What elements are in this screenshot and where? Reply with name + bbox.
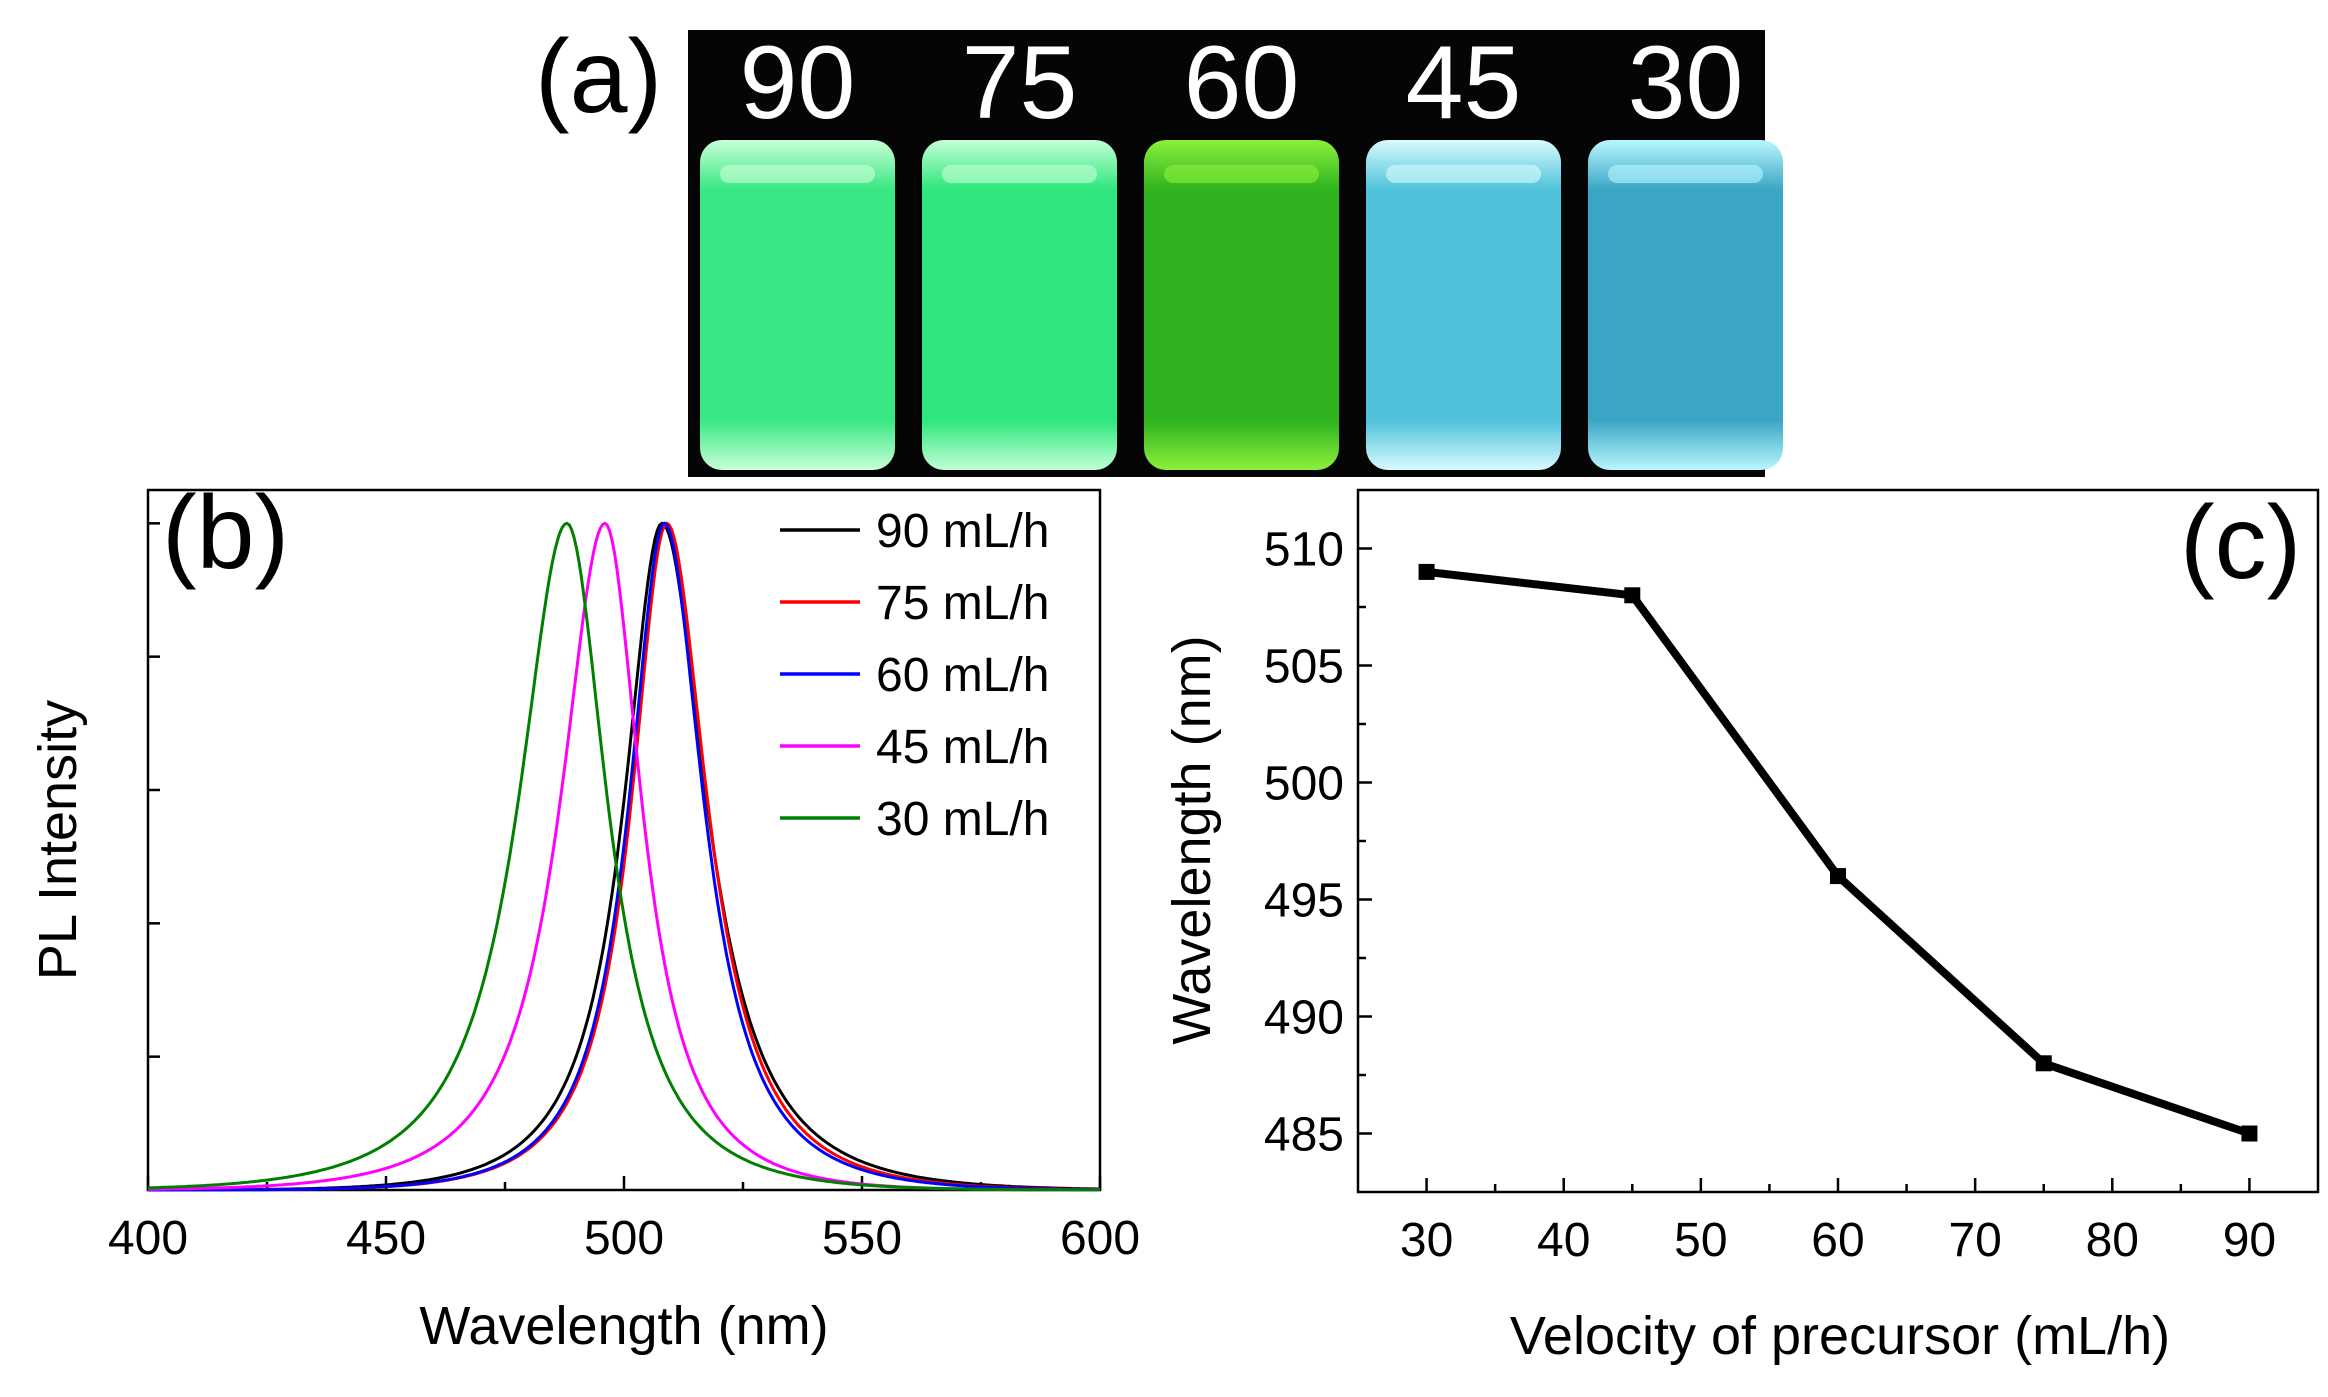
plot-frame-c: [1356, 488, 2320, 1194]
vial-label-30: 30: [1628, 25, 1744, 141]
panel-b-label: (b): [162, 475, 289, 591]
legend-label-60: 60 mL/h: [876, 649, 1049, 702]
legend-label-75: 75 mL/h: [876, 577, 1049, 630]
vial-label-75: 75: [962, 25, 1078, 141]
vial-label-90: 90: [740, 25, 856, 141]
x-ticks-c: 30 40 50 60 70 80 90: [1400, 1178, 2276, 1267]
y-ticks-b: [148, 522, 160, 1058]
vial-45: [1366, 140, 1561, 470]
vial-60: [1144, 140, 1339, 470]
vial-30: [1588, 140, 1783, 470]
x-tick-label-b: 500: [584, 1212, 664, 1265]
legend-b: 90 mL/h 75 mL/h 60 mL/h 45 mL/h 30 mL/h: [780, 505, 1049, 846]
x-tick-label-c: 40: [1537, 1214, 1590, 1267]
spectrum-line-60: [148, 521, 1100, 1192]
vial-90: [700, 140, 895, 470]
vial-highlight: [720, 165, 875, 183]
x-tick-label-b: 550: [822, 1212, 902, 1265]
data-point-60: [1830, 868, 1846, 885]
legend-label-30: 30 mL/h: [876, 793, 1049, 846]
panel-b-chart: 400 450 500 550 600 (b) Wavelength (nm) PL I…: [28, 475, 1140, 1356]
series-line: [1426, 567, 2251, 1138]
y-ticks-c: 485 490 495 500 505 510: [1264, 524, 1372, 1162]
vial-highlight: [1386, 165, 1541, 183]
x-ticks-b: 400 450 500 550 600: [108, 1176, 1140, 1265]
vial-highlight: [1608, 165, 1763, 183]
data-point-75: [2035, 1055, 2052, 1072]
legend-label-90: 90 mL/h: [876, 505, 1049, 558]
vial-75: [922, 140, 1117, 470]
data-point-90: [2241, 1125, 2258, 1142]
x-tick-label-c: 70: [1948, 1214, 2001, 1267]
vial-label-60: 60: [1184, 25, 1300, 141]
panel-c-label: (c): [2180, 485, 2301, 601]
panel-a-photo: (a) 90 75 60 45 30: [535, 19, 1783, 477]
x-tick-label-c: 30: [1400, 1214, 1453, 1267]
y-tick-label-c: 490: [1264, 992, 1344, 1045]
spectrum-line-30: [147, 521, 1100, 1192]
x-axis-title-b: Wavelength (nm): [419, 1296, 828, 1356]
y-tick-label-c: 495: [1264, 875, 1344, 928]
vials-group: 90 75 60 45 30: [700, 25, 1783, 470]
wavelength-series: [1418, 563, 2258, 1142]
legend-label-45: 45 mL/h: [876, 721, 1049, 774]
x-tick-label-b: 450: [346, 1212, 426, 1265]
x-tick-label-c: 90: [2223, 1214, 2276, 1267]
y-tick-label-c: 510: [1264, 524, 1344, 577]
panel-c-chart: 30 40 50 60 70 80 90 485 490 495 500 505 510 (c) Ve…: [1162, 485, 2320, 1366]
data-point-45: [1624, 587, 1641, 604]
y-tick-label-c: 505: [1264, 641, 1344, 694]
x-tick-label-c: 50: [1674, 1214, 1727, 1267]
vial-highlight: [1164, 165, 1319, 183]
x-tick-label-b: 600: [1060, 1212, 1140, 1265]
y-axis-title-b: PL Intensity: [28, 700, 88, 980]
panel-a-label: (a): [535, 19, 662, 135]
data-point-30: [1418, 563, 1435, 580]
vial-label-45: 45: [1406, 25, 1522, 141]
vial-highlight: [942, 165, 1097, 183]
y-tick-label-c: 485: [1264, 1109, 1344, 1162]
spectra-lines: [147, 521, 1100, 1192]
y-tick-label-c: 500: [1264, 758, 1344, 811]
x-axis-title-c: Velocity of precursor (mL/h): [1510, 1306, 2170, 1366]
y-axis-title-c: Wavelength (nm): [1162, 635, 1222, 1044]
x-tick-label-c: 80: [2086, 1214, 2139, 1267]
x-tick-label-c: 60: [1811, 1214, 1864, 1267]
x-tick-label-b: 400: [108, 1212, 188, 1265]
